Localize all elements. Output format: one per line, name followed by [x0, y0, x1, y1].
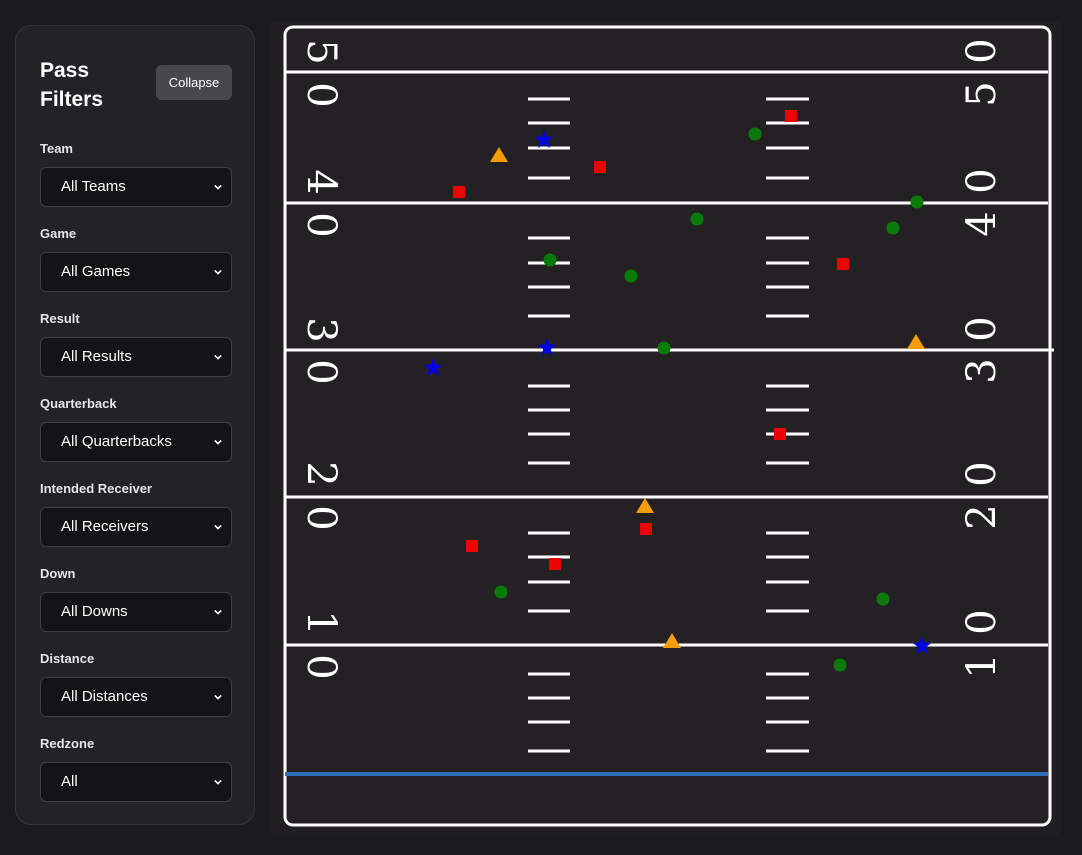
down-filter-label: Down — [40, 566, 76, 581]
yard-number-left-10-a: 1 — [298, 610, 344, 635]
collapse-button[interactable]: Collapse — [156, 65, 232, 100]
pass-marker[interactable] — [837, 258, 849, 270]
chevron-down-icon — [214, 354, 222, 360]
pass-marker[interactable] — [537, 338, 557, 357]
yard-number-left-20-a: 2 — [298, 461, 344, 486]
yard-number-left-50-a: 5 — [298, 39, 344, 64]
chevron-down-icon — [214, 269, 222, 275]
pass-marker[interactable] — [624, 269, 638, 283]
pass-marker[interactable] — [663, 633, 681, 648]
team-filter: Team All Teams — [40, 140, 232, 207]
pass-marker[interactable] — [543, 253, 557, 267]
yard-number-left-40-b: 0 — [298, 212, 344, 237]
pass-chart-field: 5 0 4 0 3 0 2 0 1 0 5 0 4 0 3 0 2 0 1 0 — [271, 22, 1061, 835]
team-select-value: All Teams — [61, 178, 126, 195]
distance-filter-label: Distance — [40, 651, 95, 666]
hash-marks-right — [766, 97, 809, 753]
pass-marker[interactable] — [876, 592, 890, 606]
touchdown-markers — [423, 130, 932, 655]
redzone-select[interactable]: All — [40, 762, 232, 802]
interception-markers — [490, 147, 925, 648]
redzone-select-value: All — [61, 773, 78, 790]
pass-marker[interactable] — [748, 127, 762, 141]
pass-marker[interactable] — [886, 221, 900, 235]
pass-marker[interactable] — [910, 195, 924, 209]
yard-number-right-30-a: 3 — [959, 358, 1005, 383]
yard-number-right-10-a: 1 — [959, 653, 1005, 678]
pass-marker[interactable] — [494, 585, 508, 599]
result-select-value: All Results — [61, 348, 132, 365]
yard-number-right-10-b: 0 — [959, 609, 1005, 634]
team-filter-label: Team — [40, 141, 73, 156]
pass-marker[interactable] — [657, 341, 671, 355]
pass-marker[interactable] — [453, 186, 465, 198]
yard-number-right-20-a: 2 — [959, 504, 1005, 529]
yard-number-left-10-b: 0 — [298, 654, 344, 679]
down-select-value: All Downs — [61, 603, 128, 620]
panel-title: Pass Filters — [40, 59, 104, 111]
game-select[interactable]: All Games — [40, 252, 232, 292]
yard-number-right-50-a: 5 — [959, 81, 1005, 106]
down-select[interactable]: All Downs — [40, 592, 232, 632]
field-border — [283, 25, 1052, 827]
pass-marker[interactable] — [466, 540, 478, 552]
hash-marks-left — [528, 97, 570, 753]
pass-marker[interactable] — [690, 212, 704, 226]
receiver-select[interactable]: All Receivers — [40, 507, 232, 547]
result-select[interactable]: All Results — [40, 337, 232, 377]
distance-select[interactable]: All Distances — [40, 677, 232, 717]
chevron-down-icon — [214, 184, 222, 190]
result-filter: Result All Results — [40, 310, 232, 377]
receiver-select-value: All Receivers — [61, 518, 149, 535]
yard-number-right-50-b: 0 — [959, 38, 1005, 63]
football-field: 5 0 4 0 3 0 2 0 1 0 5 0 4 0 3 0 2 0 1 0 — [283, 25, 1054, 827]
distance-select-value: All Distances — [61, 688, 148, 705]
chevron-down-icon — [214, 439, 222, 445]
quarterback-filter-label: Quarterback — [40, 396, 117, 411]
pass-marker[interactable] — [833, 658, 847, 672]
pass-marker[interactable] — [549, 558, 561, 570]
receiver-filter: Intended Receiver All Receivers — [40, 480, 232, 547]
pass-marker[interactable] — [490, 147, 508, 162]
yard-number-left-30-a: 3 — [298, 317, 344, 342]
yard-number-left-50-b: 0 — [298, 82, 344, 107]
pass-marker[interactable] — [785, 110, 797, 122]
result-filter-label: Result — [40, 311, 80, 326]
pass-marker[interactable] — [636, 498, 654, 513]
quarterback-filter: Quarterback All Quarterbacks — [40, 395, 232, 462]
chevron-down-icon — [214, 779, 222, 785]
pass-marker[interactable] — [907, 334, 925, 349]
pass-marker[interactable] — [423, 358, 443, 377]
yard-number-right-40-a: 4 — [959, 211, 1005, 236]
yard-number-right-30-b: 0 — [959, 316, 1005, 341]
distance-filter: Distance All Distances — [40, 650, 232, 717]
yard-number-left-30-b: 0 — [298, 359, 344, 384]
yard-number-left-20-b: 0 — [298, 505, 344, 530]
pass-marker[interactable] — [912, 636, 932, 655]
complete-markers — [494, 127, 924, 672]
redzone-filter: Redzone All — [40, 735, 232, 802]
receiver-filter-label: Intended Receiver — [40, 481, 152, 496]
chevron-down-icon — [214, 694, 222, 700]
redzone-filter-label: Redzone — [40, 736, 95, 751]
pass-marker[interactable] — [594, 161, 606, 173]
down-filter: Down All Downs — [40, 565, 232, 632]
yard-number-left-40-a: 4 — [298, 169, 344, 194]
pass-marker[interactable] — [774, 428, 786, 440]
filters-panel: Pass Filters Collapse Team All Teams Gam… — [15, 25, 255, 825]
yard-number-right-20-b: 0 — [959, 461, 1005, 486]
quarterback-select[interactable]: All Quarterbacks — [40, 422, 232, 462]
pass-marker[interactable] — [534, 130, 554, 149]
chevron-down-icon — [214, 609, 222, 615]
quarterback-select-value: All Quarterbacks — [61, 433, 172, 450]
yard-number-right-40-b: 0 — [959, 168, 1005, 193]
game-filter: Game All Games — [40, 225, 232, 292]
incomplete-markers — [453, 110, 849, 570]
chevron-down-icon — [214, 524, 222, 530]
team-select[interactable]: All Teams — [40, 167, 232, 207]
game-select-value: All Games — [61, 263, 131, 280]
game-filter-label: Game — [40, 226, 77, 241]
pass-marker[interactable] — [640, 523, 652, 535]
